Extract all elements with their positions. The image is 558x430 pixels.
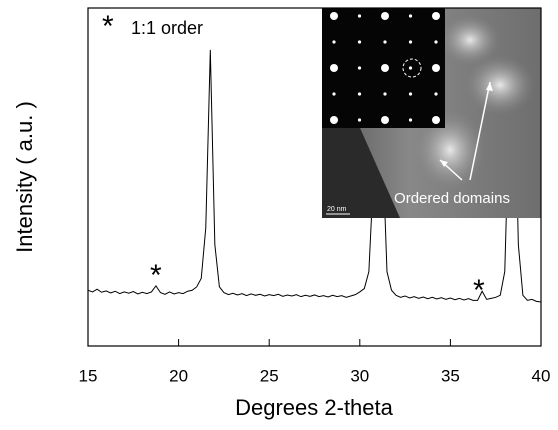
arrow-head bbox=[486, 82, 493, 91]
spot bbox=[381, 64, 389, 72]
x-axis-label: Degrees 2-theta bbox=[235, 395, 394, 420]
scale-label: 20 nm bbox=[327, 206, 347, 213]
spot bbox=[357, 14, 362, 18]
spot bbox=[383, 40, 387, 44]
tem-dark-region bbox=[322, 128, 400, 218]
x-tick-label: 15 bbox=[79, 366, 98, 385]
spot bbox=[332, 40, 336, 44]
spot bbox=[330, 12, 338, 20]
x-tick-label: 25 bbox=[260, 366, 279, 385]
spot bbox=[381, 12, 389, 20]
arrow-head bbox=[440, 160, 448, 167]
diffraction-spots bbox=[330, 12, 440, 124]
domain bbox=[415, 110, 485, 190]
annotation: * bbox=[150, 259, 162, 292]
y-axis-label: Intensity ( a.u. ) bbox=[12, 101, 37, 253]
domain bbox=[440, 15, 500, 65]
legend-label: 1:1 order bbox=[131, 18, 203, 38]
plot-frame bbox=[87, 7, 542, 347]
x-tick-label: 35 bbox=[441, 366, 460, 385]
spot bbox=[408, 118, 413, 122]
spot bbox=[330, 64, 338, 72]
legend-marker: * bbox=[102, 10, 114, 43]
spot bbox=[408, 66, 413, 70]
spot bbox=[434, 92, 438, 96]
inset-label: Ordered domains bbox=[394, 190, 510, 207]
spot bbox=[432, 116, 440, 124]
x-tick-label: 30 bbox=[350, 366, 369, 385]
spot bbox=[432, 64, 440, 72]
spot bbox=[330, 116, 338, 124]
spot bbox=[357, 66, 362, 70]
plot-area bbox=[88, 24, 541, 303]
domain bbox=[465, 55, 535, 115]
x-tick-label: 40 bbox=[532, 366, 551, 385]
spot bbox=[408, 40, 413, 44]
spot bbox=[357, 118, 362, 122]
spot bbox=[357, 92, 362, 96]
spot bbox=[408, 14, 413, 18]
spot bbox=[381, 116, 389, 124]
spot bbox=[408, 92, 413, 96]
spot bbox=[357, 40, 362, 44]
annotation: * bbox=[473, 274, 485, 307]
spot bbox=[432, 12, 440, 20]
spot bbox=[332, 92, 336, 96]
inset-image: Ordered domains 20 nm bbox=[322, 8, 541, 218]
spot bbox=[434, 40, 438, 44]
x-tick-label: 20 bbox=[169, 366, 188, 385]
arrow bbox=[469, 81, 491, 181]
data-line bbox=[88, 24, 541, 303]
spot-circle bbox=[402, 58, 422, 78]
spot bbox=[383, 92, 387, 96]
